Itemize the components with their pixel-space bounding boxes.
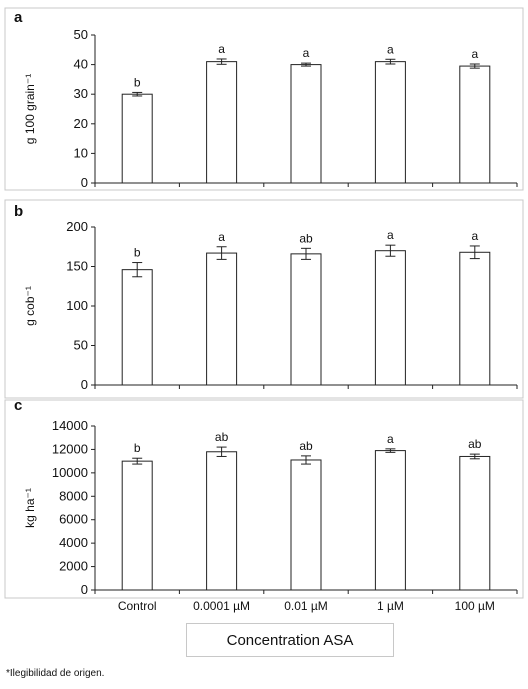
- significance-label: a: [218, 42, 225, 56]
- x-tick-label: Control: [118, 599, 157, 613]
- bar: [206, 61, 238, 184]
- y-tick-label: 40: [74, 57, 88, 72]
- panel-label: a: [14, 9, 23, 26]
- panel-label: c: [14, 397, 22, 414]
- bar: [121, 460, 153, 591]
- y-tick-label: 20: [74, 116, 88, 131]
- bar: [290, 459, 322, 591]
- y-tick-label: 0: [81, 582, 88, 597]
- y-tick-label: 0: [81, 377, 88, 392]
- footnote: *Ilegibilidad de origen.: [6, 668, 105, 679]
- bar: [121, 93, 153, 184]
- panel-frame: [4, 7, 524, 191]
- y-tick-label: 10000: [52, 465, 88, 480]
- y-tick-label: 2000: [59, 559, 88, 574]
- significance-label: a: [471, 47, 478, 61]
- y-axis-title: kg ha⁻¹: [23, 488, 37, 528]
- y-tick-label: 30: [74, 86, 88, 101]
- y-tick-label: 0: [81, 175, 88, 190]
- significance-label: a: [218, 230, 225, 244]
- x-tick-label: 0.01 µM: [284, 599, 328, 613]
- y-tick-label: 10: [74, 145, 88, 160]
- significance-label: a: [471, 229, 478, 243]
- significance-label: ab: [468, 437, 482, 451]
- x-axis-title: Concentration ASA: [186, 623, 394, 657]
- bar: [290, 64, 322, 184]
- y-tick-label: 100: [66, 298, 88, 313]
- y-axis-title: g 100 grain⁻¹: [23, 74, 37, 144]
- bar: [206, 451, 238, 591]
- y-tick-label: 12000: [52, 441, 88, 456]
- x-tick-label: 1 µM: [377, 599, 404, 613]
- bar: [374, 61, 406, 184]
- significance-label: b: [134, 75, 141, 89]
- bar: [459, 455, 491, 591]
- significance-label: a: [387, 228, 394, 242]
- bar: [121, 269, 153, 386]
- x-tick-label: 0.0001 µM: [193, 599, 250, 613]
- significance-label: ab: [215, 430, 229, 444]
- significance-label: a: [387, 42, 394, 56]
- bar: [459, 251, 491, 386]
- significance-label: b: [134, 246, 141, 260]
- bar: [459, 65, 491, 184]
- y-tick-label: 8000: [59, 488, 88, 503]
- panel-frame: [4, 199, 524, 399]
- x-tick-label: 100 µM: [455, 599, 495, 613]
- y-tick-label: 4000: [59, 535, 88, 550]
- y-tick-label: 14000: [52, 418, 88, 433]
- bar: [374, 250, 406, 386]
- y-tick-label: 6000: [59, 512, 88, 527]
- panel-label: b: [14, 203, 23, 220]
- bar: [374, 450, 406, 591]
- significance-label: b: [134, 441, 141, 455]
- significance-label: a: [303, 46, 310, 60]
- y-tick-label: 50: [74, 27, 88, 42]
- bar: [290, 253, 322, 386]
- y-tick-label: 200: [66, 219, 88, 234]
- significance-label: ab: [299, 439, 313, 453]
- bar: [206, 252, 238, 386]
- x-axis-title-text: Concentration ASA: [226, 631, 354, 649]
- y-tick-label: 50: [74, 338, 88, 353]
- significance-label: ab: [299, 231, 313, 245]
- y-tick-label: 150: [66, 259, 88, 274]
- panel-frame: [4, 399, 524, 599]
- significance-label: a: [387, 432, 394, 446]
- chart-panel-c: c 0 2000 4000 6000 8000 10000 12000 14000 kg ha⁻¹…: [4, 397, 524, 613]
- chart-panel-a: a 0 10 20 30 40 50 g 100 grain⁻¹ b a a a a: [4, 7, 524, 191]
- chart-panel-b: b 0 50 100 150 200 g cob⁻¹ b a ab a a: [4, 199, 524, 399]
- y-axis-title: g cob⁻¹: [23, 286, 37, 326]
